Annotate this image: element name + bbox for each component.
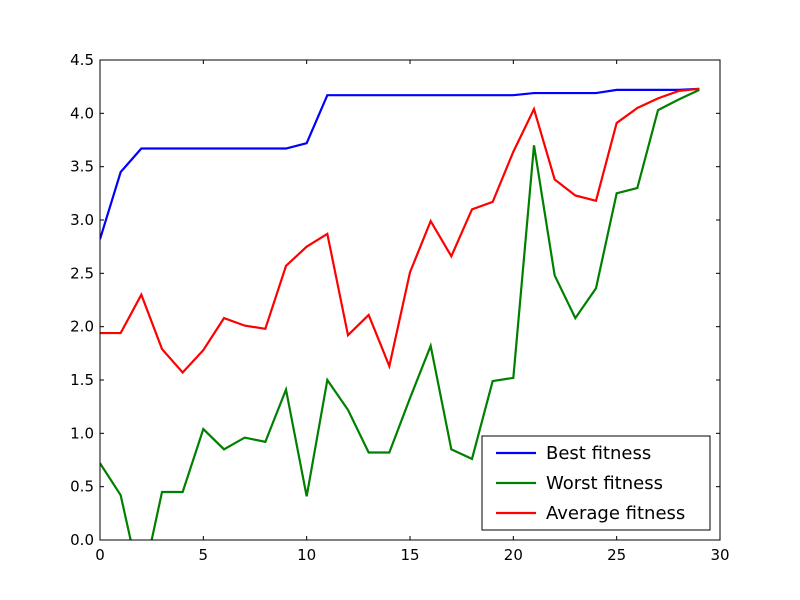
y-tick-label: 0.0 [70,531,94,549]
legend-box [481,435,711,531]
series-line [100,87,700,375]
x-tick-label: 5 [199,546,209,564]
legend-label: Average fitness [546,503,685,524]
series-layer [100,87,700,540]
y-tick-label: 2.0 [70,318,94,336]
axis-ticks: 0 5 10 15 20 25 30 0.0 0.5 1.0 1.5 2.0 2.5 3.0 3.5 4.0 4… [70,51,729,564]
y-tick-label: 1.5 [70,371,94,389]
x-tick-label: 0 [95,546,105,564]
y-tick-label: 0.5 [70,478,94,496]
y-tick-label: 1.0 [70,424,94,442]
y-tick-label: 3.0 [70,211,94,229]
x-tick-label: 15 [400,546,419,564]
series-line [100,88,700,540]
x-tick-label: 10 [297,546,316,564]
y-tick-label: 4.0 [70,104,94,122]
x-tick-label: 20 [504,546,523,564]
legend-label: Best fitness [546,443,651,464]
x-tick-label: 30 [710,546,729,564]
legend-label: Worst fitness [546,473,663,494]
y-tick-label: 2.5 [70,264,94,282]
series-line [100,87,700,240]
x-tick-label: 25 [607,546,626,564]
y-tick-label: 3.5 [70,158,94,176]
legend: Best fitness Worst fitness Average fitness [481,435,711,531]
y-tick-label: 4.5 [70,51,94,69]
